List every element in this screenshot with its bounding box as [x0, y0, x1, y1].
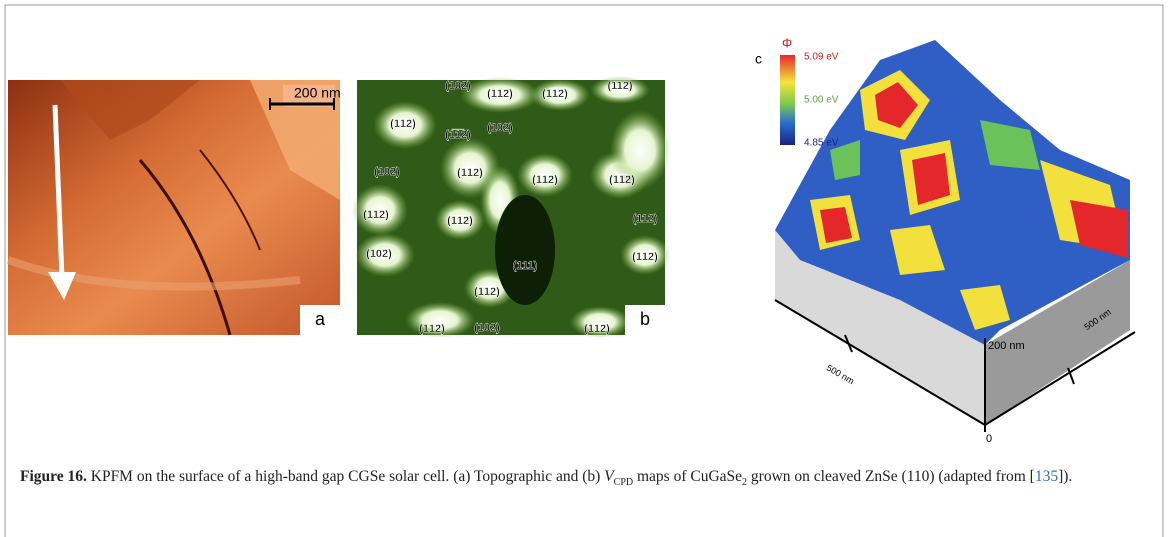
x-label: 500 nm: [825, 363, 856, 387]
facet-label: (102): [445, 80, 471, 92]
facet-label: (102): [366, 248, 392, 260]
facet-label: (1̅1̅2): [445, 129, 471, 141]
facet-label: (1̅1̅2): [447, 215, 473, 227]
facet-label: (1̅1̅2): [487, 88, 513, 100]
subscript: 2: [742, 477, 748, 489]
panel-label: c: [755, 51, 762, 67]
frame: [4, 4, 1164, 537]
figure-label: Figure 16.: [20, 468, 87, 485]
scale-bar-label: 200 nm: [294, 85, 341, 101]
bright-grain: [355, 233, 415, 277]
facet-label: (111): [513, 260, 538, 272]
facet-label: (1̅1̅2): [363, 209, 389, 221]
facet-label: (1̅1̅2): [584, 323, 610, 335]
symbol: Φ: [782, 35, 792, 50]
bright-grain: [352, 184, 408, 236]
facet-label: (112): [607, 80, 632, 92]
facet-label: (1̅1̅2): [609, 174, 635, 186]
bright-grain: [530, 79, 590, 111]
facet-label: (1̅1̅2): [390, 118, 416, 130]
facet-label: (112): [632, 213, 657, 225]
facet-label: (102): [487, 122, 513, 134]
bright-grain: [570, 306, 630, 338]
bright-grain: [373, 101, 437, 149]
caption-text: ]).: [1058, 468, 1073, 485]
facet-label: (102): [474, 322, 500, 334]
bright-grain: [517, 153, 573, 197]
facet-label: (1̅1̅2): [532, 174, 558, 186]
bright-grain: [405, 302, 475, 338]
panel-a: 200 nm a: [6, 80, 341, 336]
facet-label: (1̅1̅2): [419, 323, 445, 335]
bright-grain: [620, 235, 670, 275]
reference-link[interactable]: 135: [1034, 468, 1059, 485]
height-label: 200 nm: [988, 340, 1025, 352]
panel-label: a: [315, 309, 326, 329]
symbol: V: [604, 468, 614, 485]
caption-text: KPFM on the surface of a high-band gap C…: [90, 468, 601, 485]
facet-label: (1̅1̅2): [632, 251, 658, 263]
dark-grain: [495, 195, 555, 305]
caption: Figure 16. KPFM on the surface of a high…: [20, 466, 1150, 493]
facet-label: (1̅1̅2): [542, 88, 568, 100]
panel-b: (102) (1̅1̅2) (1̅1̅2) (112) (1̅1̅2) (1̅1̅2) (1…: [352, 76, 670, 338]
bright-grain: [590, 76, 650, 104]
bright-grain: [460, 77, 540, 113]
origin-label: 0: [986, 433, 992, 445]
scale-mid: 5.00 eV: [804, 95, 839, 106]
facet-label: (1̅1̅2): [457, 167, 483, 179]
scale-max: 5.09 eV: [804, 52, 839, 63]
scale-min: 4.85 eV: [804, 138, 839, 149]
caption-text: maps of CuGaSe: [636, 468, 743, 485]
bright-grain: [435, 200, 485, 240]
caption-text: grown on cleaved ZnSe (110) (adapted fro…: [750, 468, 1035, 485]
subscript: CPD: [613, 477, 634, 489]
bright-grain: [610, 110, 670, 190]
panel-label: b: [640, 309, 650, 329]
facet-label: (1̅1̅2): [474, 286, 500, 298]
facet-label: (102): [374, 166, 400, 178]
panel-c: c Φ 5.09 eV 5.00 eV 4.85 eV 200 nm 500 n…: [755, 35, 1136, 445]
